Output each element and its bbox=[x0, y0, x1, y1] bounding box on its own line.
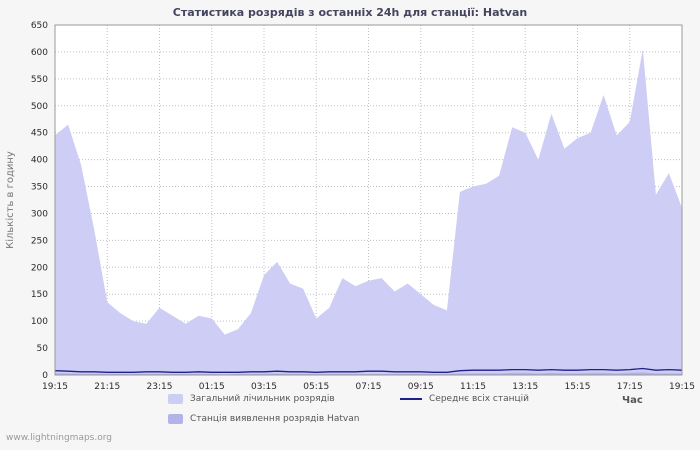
svg-text:250: 250 bbox=[31, 236, 48, 246]
watermark-link[interactable]: www.lightningmaps.org bbox=[6, 433, 112, 443]
svg-text:15:15: 15:15 bbox=[565, 382, 591, 392]
legend-item-total: Загальний лічильник розрядів bbox=[168, 394, 400, 404]
svg-text:23:15: 23:15 bbox=[147, 382, 173, 392]
svg-text:07:15: 07:15 bbox=[356, 382, 382, 392]
chart-legend: Загальний лічильник розрядів Середнє всі… bbox=[168, 389, 529, 429]
svg-text:600: 600 bbox=[31, 48, 48, 58]
svg-text:500: 500 bbox=[31, 102, 48, 112]
y-axis-label: Кількість в годину bbox=[5, 151, 16, 249]
svg-text:11:15: 11:15 bbox=[460, 382, 486, 392]
chart-title: Статистика розрядів з останніх 24h для с… bbox=[172, 6, 528, 19]
svg-text:650: 650 bbox=[31, 21, 48, 31]
legend-label-station: Станція виявлення розрядів Hatvan bbox=[190, 414, 360, 424]
legend-item-average: Середнє всіх станцій bbox=[400, 394, 529, 404]
svg-text:0: 0 bbox=[42, 371, 48, 381]
legend-swatch-total bbox=[168, 394, 183, 404]
legend-row-1: Загальний лічильник розрядів Середнє всі… bbox=[168, 389, 529, 409]
svg-text:19:15: 19:15 bbox=[42, 382, 68, 392]
svg-text:550: 550 bbox=[31, 75, 48, 85]
svg-text:03:15: 03:15 bbox=[251, 382, 277, 392]
svg-text:150: 150 bbox=[31, 290, 48, 300]
legend-line-average bbox=[400, 398, 422, 400]
legend-label-average: Середнє всіх станцій bbox=[429, 394, 529, 404]
legend-label-total: Загальний лічильник розрядів bbox=[190, 394, 335, 404]
svg-text:50: 50 bbox=[37, 344, 49, 354]
legend-item-station: Станція виявлення розрядів Hatvan bbox=[168, 414, 400, 424]
svg-text:05:15: 05:15 bbox=[303, 382, 329, 392]
svg-text:300: 300 bbox=[31, 209, 48, 219]
svg-text:19:15: 19:15 bbox=[669, 382, 695, 392]
svg-text:200: 200 bbox=[31, 263, 48, 273]
svg-text:01:15: 01:15 bbox=[199, 382, 225, 392]
svg-text:350: 350 bbox=[31, 183, 48, 193]
svg-text:100: 100 bbox=[31, 317, 48, 327]
svg-text:450: 450 bbox=[31, 129, 48, 139]
svg-text:17:15: 17:15 bbox=[617, 382, 643, 392]
svg-text:13:15: 13:15 bbox=[512, 382, 538, 392]
legend-swatch-station bbox=[168, 414, 183, 424]
svg-text:21:15: 21:15 bbox=[94, 382, 120, 392]
x-axis-label: Час bbox=[622, 395, 643, 406]
svg-text:09:15: 09:15 bbox=[408, 382, 434, 392]
legend-row-2: Станція виявлення розрядів Hatvan bbox=[168, 409, 529, 429]
svg-text:400: 400 bbox=[31, 156, 48, 166]
